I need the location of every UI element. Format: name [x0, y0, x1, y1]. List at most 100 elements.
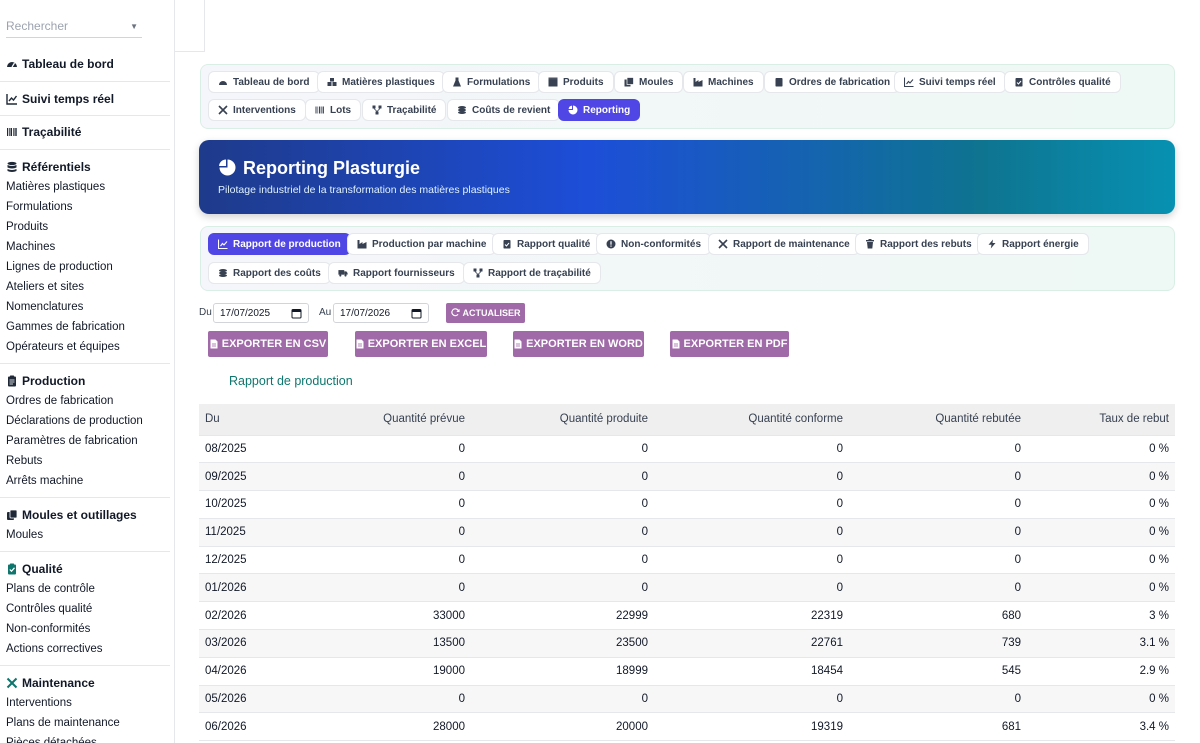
- sidebar-item-lignes[interactable]: Lignes de production: [6, 261, 113, 273]
- sidebar-item-dashboard[interactable]: Tableau de bord: [0, 55, 170, 73]
- report-tab-qualite[interactable]: Rapport qualité: [492, 233, 601, 255]
- export-pdf-button[interactable]: EXPORTER EN PDF: [670, 331, 789, 357]
- report-tab-fournisseurs[interactable]: Rapport fournisseurs: [328, 262, 465, 284]
- sidebar-item-declarations[interactable]: Déclarations de production: [6, 415, 143, 427]
- table-cell: 28000: [319, 712, 471, 742]
- chevron-down-icon[interactable]: ▼: [130, 22, 138, 31]
- calendar-icon[interactable]: [411, 308, 422, 319]
- sidebar-item-rebuts[interactable]: Rebuts: [6, 455, 43, 467]
- export-excel-button[interactable]: EXPORTER EN EXCEL: [355, 331, 487, 357]
- table-cell: 18999: [471, 657, 654, 686]
- tab-matieres[interactable]: Matières plastiques: [317, 71, 445, 93]
- sidebar-item-interventions[interactable]: Interventions: [6, 697, 72, 709]
- date-to-input[interactable]: 17/07/2026: [333, 303, 429, 323]
- table-cell: 680: [849, 601, 1027, 631]
- table-row: 10/2025 0 0 0 0 0 %: [199, 490, 1175, 519]
- tab-label: Rapport énergie: [1002, 238, 1079, 250]
- tools-icon: [218, 105, 228, 115]
- tab-machines[interactable]: Machines: [683, 71, 764, 93]
- tab-label: Formulations: [467, 76, 531, 88]
- column-header[interactable]: Quantité conforme: [654, 404, 849, 436]
- sidebar-item-ateliers[interactable]: Ateliers et sites: [6, 281, 84, 293]
- sidebar-item-traceability[interactable]: Traçabilité: [0, 123, 170, 141]
- tab-label: Rapport des coûts: [233, 267, 321, 279]
- line-chart-icon: [6, 93, 18, 105]
- report-tab-couts[interactable]: Rapport des coûts: [208, 262, 331, 284]
- divider: [0, 665, 170, 666]
- table-cell: 11/2025: [199, 518, 319, 547]
- sidebar-item-arrets[interactable]: Arrêts machine: [6, 475, 84, 487]
- sidebar-item-plans-controle[interactable]: Plans de contrôle: [6, 583, 95, 595]
- report-tab-rebuts[interactable]: Rapport des rebuts: [855, 233, 982, 255]
- export-word-button[interactable]: EXPORTER EN WORD: [513, 331, 644, 357]
- tab-interventions[interactable]: Interventions: [208, 99, 306, 121]
- sidebar-section-header[interactable]: Qualité: [0, 560, 170, 578]
- sidebar-item-formulations[interactable]: Formulations: [6, 201, 73, 213]
- sidebar-section-header[interactable]: Moules et outillages: [0, 506, 170, 524]
- export-csv-button[interactable]: EXPORTER EN CSV: [208, 331, 328, 357]
- tab-formulations[interactable]: Formulations: [442, 71, 541, 93]
- sidebar-item-plans-maintenance[interactable]: Plans de maintenance: [6, 717, 120, 729]
- column-header[interactable]: Du: [199, 404, 319, 436]
- sidebar-item-gammes[interactable]: Gammes de fabrication: [6, 321, 125, 333]
- sidebar-item-parametres[interactable]: Paramètres de fabrication: [6, 435, 138, 447]
- sidebar-item-controles[interactable]: Contrôles qualité: [6, 603, 93, 615]
- tools-icon: [718, 239, 728, 249]
- column-header[interactable]: Quantité prévue: [319, 404, 471, 436]
- divider: [0, 363, 170, 364]
- column-header[interactable]: Taux de rebut: [1027, 404, 1175, 436]
- table-cell: 0: [319, 490, 471, 519]
- sidebar-item-matieres[interactable]: Matières plastiques: [6, 181, 106, 193]
- search-box[interactable]: ▼: [6, 16, 142, 38]
- table-cell: 0: [471, 490, 654, 519]
- sidebar-item-operateurs[interactable]: Opérateurs et équipes: [6, 341, 120, 353]
- report-tab-non-conformites[interactable]: Non-conformités: [596, 233, 711, 255]
- tab-ordres[interactable]: Ordres de fabrication: [764, 71, 901, 93]
- tab-suivi[interactable]: Suivi temps réel: [894, 71, 1006, 93]
- tab-reporting[interactable]: Reporting: [558, 99, 641, 121]
- date-from-input[interactable]: 17/07/2025: [213, 303, 309, 323]
- column-header[interactable]: Quantité produite: [471, 404, 654, 436]
- coins-icon: [457, 105, 467, 115]
- sitemap-icon: [372, 105, 382, 115]
- table-cell: 0 %: [1027, 685, 1175, 714]
- sidebar-item-non-conformites[interactable]: Non-conformités: [6, 623, 91, 635]
- report-tab-machine[interactable]: Production par machine: [347, 233, 497, 255]
- sidebar-item-realtime[interactable]: Suivi temps réel: [0, 90, 170, 108]
- sidebar-item-actions[interactable]: Actions correctives: [6, 643, 103, 655]
- calendar-icon[interactable]: [291, 308, 302, 319]
- column-header[interactable]: Quantité rebutée: [849, 404, 1027, 436]
- sidebar-section-header[interactable]: Référentiels: [0, 158, 170, 176]
- sidebar-item-produits[interactable]: Produits: [6, 221, 49, 233]
- tab-tracabilite[interactable]: Traçabilité: [362, 99, 447, 121]
- report-tab-tracabilite[interactable]: Rapport de traçabilité: [463, 262, 601, 284]
- tab-moules[interactable]: Moules: [614, 71, 684, 93]
- tab-label: Suivi temps réel: [919, 76, 996, 88]
- report-tab-maintenance[interactable]: Rapport de maintenance: [708, 233, 860, 255]
- sidebar-section-header[interactable]: Maintenance: [0, 674, 170, 692]
- search-input[interactable]: [6, 16, 126, 33]
- sidebar-section-header[interactable]: Production: [0, 372, 170, 390]
- tab-couts[interactable]: Coûts de revient: [447, 99, 561, 121]
- sidebar-item-machines[interactable]: Machines: [6, 241, 56, 253]
- table-cell: 0 %: [1027, 462, 1175, 492]
- report-tab-production[interactable]: Rapport de production: [208, 233, 351, 255]
- tab-tableau-de-bord[interactable]: Tableau de bord: [208, 71, 320, 93]
- refresh-icon: [450, 307, 460, 319]
- report-tab-energie[interactable]: Rapport énergie: [977, 233, 1089, 255]
- header-corner: [175, 0, 205, 52]
- tab-controles[interactable]: Contrôles qualité: [1004, 71, 1121, 93]
- tab-produits[interactable]: Produits: [538, 71, 614, 93]
- table-row: 02/2026 33000 22999 22319 680 3 %: [199, 601, 1175, 631]
- gauge-icon: [6, 58, 18, 70]
- divider: [0, 149, 170, 150]
- tab-label: Tableau de bord: [233, 76, 310, 88]
- sidebar-item-pieces[interactable]: Pièces détachées: [6, 737, 97, 743]
- sidebar-item-moules[interactable]: Moules: [6, 529, 44, 541]
- sidebar-item-nomenclatures[interactable]: Nomenclatures: [6, 301, 84, 313]
- table-cell: 0: [471, 573, 654, 603]
- sidebar-item-ordres[interactable]: Ordres de fabrication: [6, 395, 114, 407]
- table-cell: 0: [654, 518, 849, 547]
- tab-lots[interactable]: Lots: [305, 99, 362, 121]
- refresh-button[interactable]: ACTUALISER: [446, 303, 525, 323]
